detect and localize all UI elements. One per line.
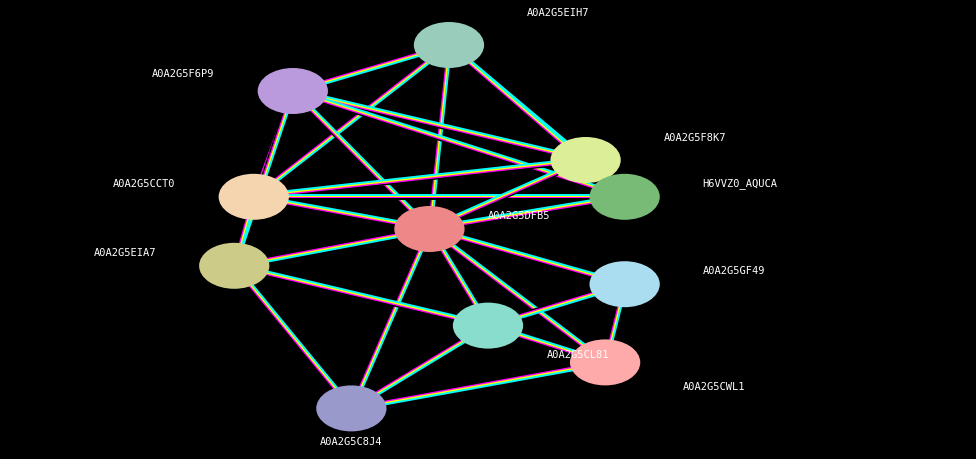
Text: A0A2G5F6P9: A0A2G5F6P9 <box>152 68 215 78</box>
Ellipse shape <box>394 207 465 252</box>
Ellipse shape <box>316 386 386 431</box>
Text: A0A2G5CWL1: A0A2G5CWL1 <box>683 381 746 391</box>
Ellipse shape <box>219 174 289 220</box>
Ellipse shape <box>550 138 621 184</box>
Ellipse shape <box>570 340 640 386</box>
Text: A0A2G5EIH7: A0A2G5EIH7 <box>527 8 590 18</box>
Ellipse shape <box>453 303 523 349</box>
Ellipse shape <box>590 174 660 220</box>
Ellipse shape <box>199 243 269 289</box>
Text: H6VVZ0_AQUCA: H6VVZ0_AQUCA <box>703 178 778 189</box>
Text: A0A2G5CCT0: A0A2G5CCT0 <box>113 179 176 189</box>
Text: A0A2G5CL81: A0A2G5CL81 <box>547 349 609 359</box>
Ellipse shape <box>414 23 484 69</box>
Text: A0A2G5DFB5: A0A2G5DFB5 <box>488 211 550 221</box>
Text: A0A2G5C8J4: A0A2G5C8J4 <box>320 436 383 446</box>
Text: A0A2G5EIA7: A0A2G5EIA7 <box>94 247 156 257</box>
Ellipse shape <box>258 69 328 115</box>
Text: A0A2G5F8K7: A0A2G5F8K7 <box>664 133 726 143</box>
Ellipse shape <box>590 262 660 308</box>
Text: A0A2G5GF49: A0A2G5GF49 <box>703 266 765 276</box>
